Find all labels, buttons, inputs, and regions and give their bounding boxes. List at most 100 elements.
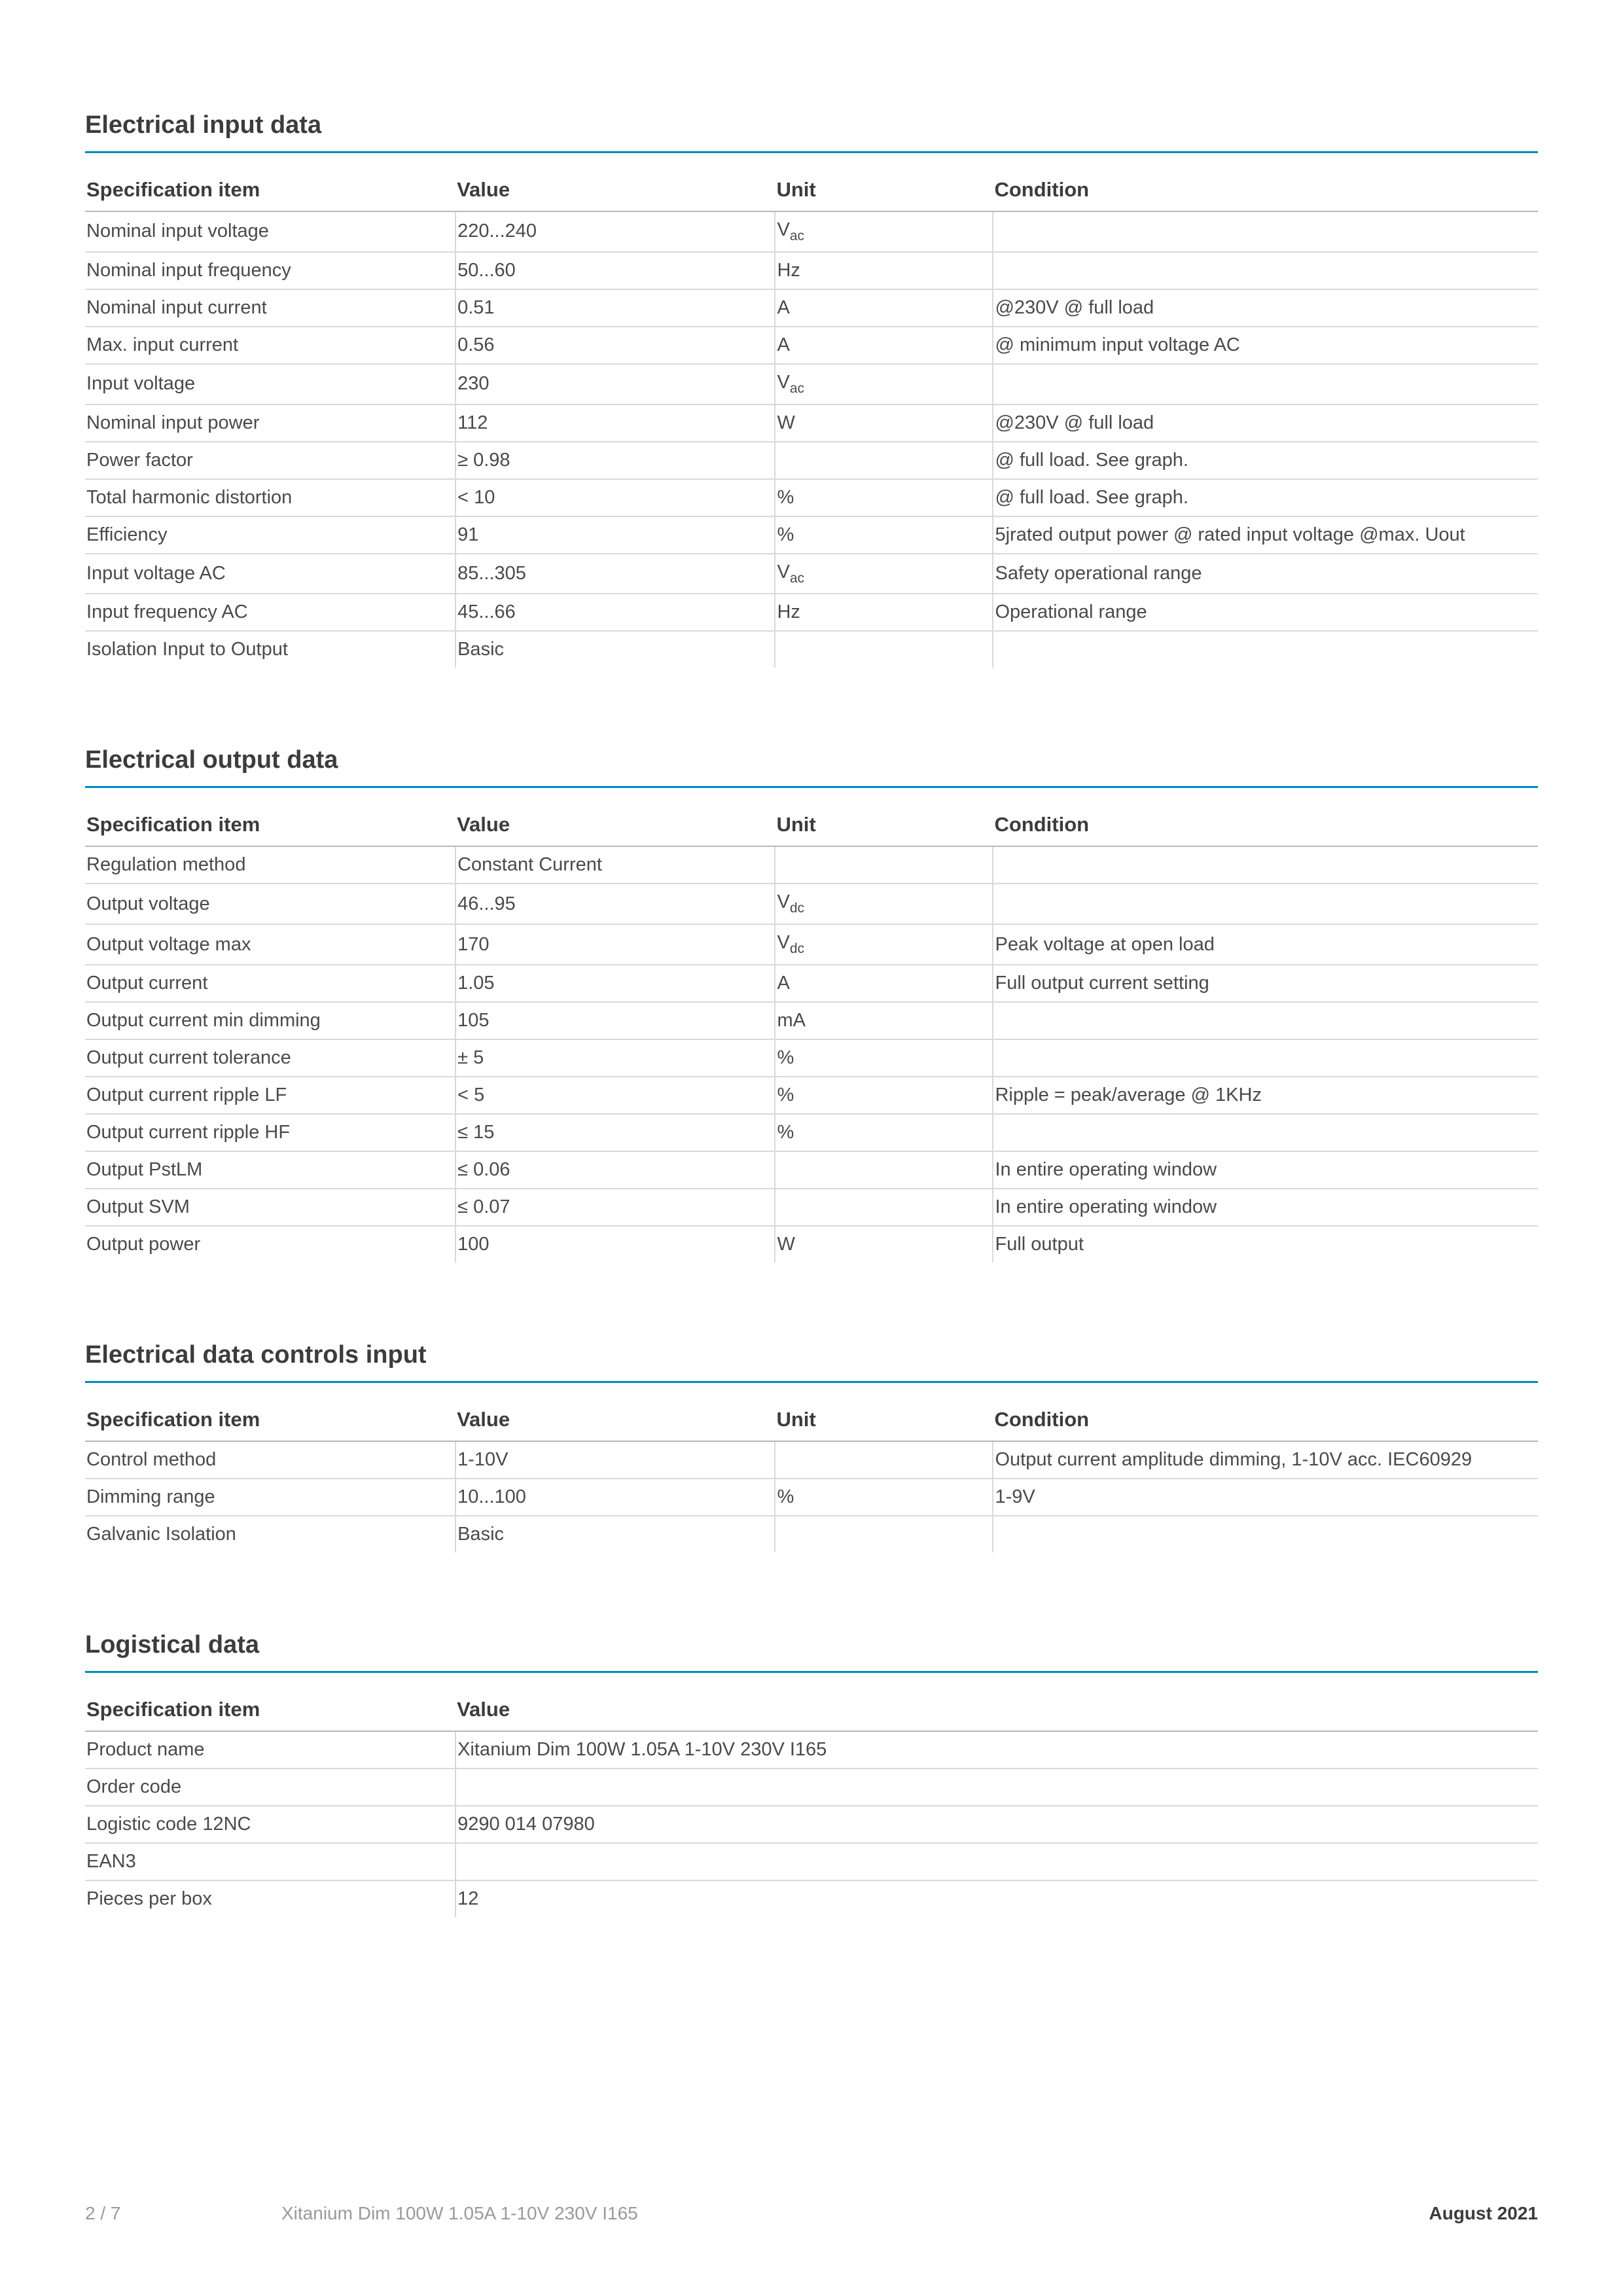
page-footer: 2 / 7 Xitanium Dim 100W 1.05A 1-10V 230V… [85,2203,1538,2224]
table-row: Output PstLM≤ 0.06In entire operating wi… [85,1151,1538,1189]
section-title: Electrical output data [85,746,1538,788]
cell-unit: % [775,1039,993,1077]
cell-unit: Hz [775,594,993,631]
output-table: Specification item Value Unit Condition … [85,806,1538,1263]
cell-unit: Hz [775,252,993,289]
footer-date: August 2021 [1429,2203,1539,2224]
cell-condition: Operational range [993,594,1538,631]
section-title: Electrical data controls input [85,1341,1538,1383]
cell-condition [993,1114,1538,1151]
table-row: Max. input current0.56A@ minimum input v… [85,327,1538,364]
cell-condition: @230V @ full load [993,404,1538,442]
cell-unit: A [775,289,993,327]
table-row: Pieces per box12 [85,1880,1538,1917]
cell-spec: Nominal input current [85,289,455,327]
table-row: Product nameXitanium Dim 100W 1.05A 1-10… [85,1731,1538,1768]
cell-value: 1-10V [455,1441,775,1479]
table-row: Control method1-10VOutput current amplit… [85,1441,1538,1479]
cell-value: < 10 [455,479,775,516]
table-row: Efficiency91%5jrated output power @ rate… [85,516,1538,554]
cell-value: Basic [455,1516,775,1552]
cell-value: 91 [455,516,775,554]
table-row: Galvanic IsolationBasic [85,1516,1538,1552]
output-tbody: Regulation methodConstant CurrentOutput … [85,846,1538,1263]
table-row: Output current tolerance± 5% [85,1039,1538,1077]
cell-unit: % [775,1077,993,1114]
section-title: Logistical data [85,1631,1538,1673]
cell-unit: A [775,327,993,364]
cell-condition [993,1039,1538,1077]
cell-spec: Nominal input power [85,404,455,442]
cell-spec: Output current ripple HF [85,1114,455,1151]
cell-unit [775,1441,993,1479]
cell-condition [993,1516,1538,1552]
section-controls-input: Electrical data controls input Specifica… [85,1341,1538,1552]
section-electrical-output: Electrical output data Specification ite… [85,746,1538,1263]
table-row: Output voltage max170VdcPeak voltage at … [85,924,1538,965]
cell-spec: Dimming range [85,1479,455,1516]
cell-spec: Input frequency AC [85,594,455,631]
table-row: Input voltage230Vac [85,364,1538,404]
table-row: Power factor≥ 0.98@ full load. See graph… [85,442,1538,479]
cell-value: Basic [455,631,775,668]
table-header-row: Specification item Value Unit Condition [85,171,1538,211]
cell-value: 85...305 [455,554,775,594]
table-row: Order code [85,1768,1538,1806]
cell-condition: In entire operating window [993,1189,1538,1226]
page: Electrical input data Specification item… [0,0,1623,2296]
cell-value: 170 [455,924,775,965]
table-row: Output power100WFull output [85,1226,1538,1263]
cell-value: ≤ 0.06 [455,1151,775,1189]
cell-condition: 1-9V [993,1479,1538,1516]
cell-value: 105 [455,1002,775,1039]
cell-spec: Logistic code 12NC [85,1806,455,1843]
cell-condition: Output current amplitude dimming, 1-10V … [993,1441,1538,1479]
cell-spec: Regulation method [85,846,455,884]
col-header: Value [455,171,775,211]
table-row: Isolation Input to OutputBasic [85,631,1538,668]
cell-condition [993,211,1538,252]
col-header: Specification item [85,1691,455,1731]
col-header: Specification item [85,1401,455,1441]
cell-value: ≤ 15 [455,1114,775,1151]
cell-value [455,1768,1538,1806]
table-row: Logistic code 12NC9290 014 07980 [85,1806,1538,1843]
cell-spec: Input voltage [85,364,455,404]
cell-spec: Output power [85,1226,455,1263]
cell-condition [993,846,1538,884]
cell-value: 9290 014 07980 [455,1806,1538,1843]
cell-condition [993,884,1538,924]
cell-unit [775,442,993,479]
cell-condition: @ full load. See graph. [993,479,1538,516]
cell-value: 1.05 [455,965,775,1002]
table-row: Nominal input voltage220...240Vac [85,211,1538,252]
logistic-tbody: Product nameXitanium Dim 100W 1.05A 1-10… [85,1731,1538,1917]
cell-condition: Full output current setting [993,965,1538,1002]
cell-value: 220...240 [455,211,775,252]
cell-unit [775,631,993,668]
cell-value: 0.56 [455,327,775,364]
cell-unit: W [775,404,993,442]
col-header: Value [455,1401,775,1441]
cell-unit [775,1516,993,1552]
cell-unit [775,1189,993,1226]
cell-condition: 5jrated output power @ rated input volta… [993,516,1538,554]
table-row: Nominal input frequency50...60Hz [85,252,1538,289]
cell-spec: Nominal input frequency [85,252,455,289]
cell-unit: Vac [775,554,993,594]
controls-table: Specification item Value Unit Condition … [85,1401,1538,1552]
col-header: Specification item [85,806,455,846]
cell-unit: % [775,479,993,516]
col-header: Condition [993,1401,1538,1441]
cell-unit: Vac [775,211,993,252]
cell-condition: @230V @ full load [993,289,1538,327]
cell-unit: W [775,1226,993,1263]
cell-unit: Vdc [775,924,993,965]
cell-value: 230 [455,364,775,404]
cell-unit: Vac [775,364,993,404]
table-row: Output SVM≤ 0.07In entire operating wind… [85,1189,1538,1226]
cell-condition: Full output [993,1226,1538,1263]
cell-spec: Output SVM [85,1189,455,1226]
cell-spec: Max. input current [85,327,455,364]
cell-condition: In entire operating window [993,1151,1538,1189]
